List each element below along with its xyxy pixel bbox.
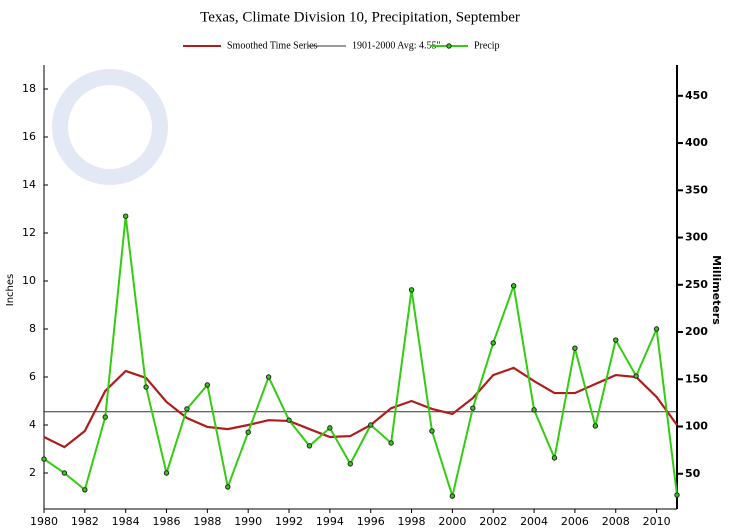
data-point <box>470 405 476 411</box>
y-tick-label: 16 <box>22 130 36 143</box>
y-tick-label: 10 <box>22 274 36 287</box>
data-point <box>306 443 313 449</box>
x-tick-label: 1988 <box>193 515 221 528</box>
y2-tick-label: 100 <box>685 420 708 433</box>
data-point <box>653 326 660 332</box>
y-tick-label: 14 <box>22 178 36 191</box>
data-point <box>449 493 456 499</box>
data-point <box>490 340 496 346</box>
x-tick-label: 2000 <box>438 515 466 528</box>
x-tick-label: 2010 <box>643 515 671 528</box>
data-point <box>204 382 211 388</box>
x-tick-label: 1996 <box>357 515 385 528</box>
data-point <box>674 492 680 498</box>
data-point <box>592 423 599 429</box>
y-tick-label: 4 <box>29 418 36 431</box>
data-point <box>41 456 47 462</box>
series-line <box>43 366 678 449</box>
x-tick-label: 2008 <box>602 515 630 528</box>
x-tick-label: 1990 <box>234 515 262 528</box>
data-point <box>551 455 558 461</box>
data-point <box>245 429 251 435</box>
data-point <box>368 422 374 428</box>
x-tick-label: 1980 <box>30 515 58 528</box>
data-point <box>388 440 394 446</box>
data-point <box>225 484 231 490</box>
x-tick-label: 1998 <box>398 515 426 528</box>
y2-tick-label: 300 <box>685 231 708 244</box>
y2-axis-label: Millimeters <box>710 255 723 325</box>
data-point <box>429 428 435 434</box>
x-tick-label: 1994 <box>316 515 344 528</box>
y2-tick-label: 200 <box>685 325 708 338</box>
data-point <box>61 470 68 476</box>
legend-marker <box>446 43 452 49</box>
data-point <box>633 373 639 379</box>
y-tick-label: 8 <box>29 322 36 335</box>
data-point <box>122 213 129 219</box>
data-point <box>408 287 415 293</box>
x-tick-label: 1986 <box>153 515 181 528</box>
data-point <box>613 337 619 343</box>
legend-label: Precip <box>474 40 500 51</box>
y2-tick-label: 150 <box>685 372 708 385</box>
y2-tick-label: 400 <box>685 136 708 149</box>
x-tick-label: 2002 <box>479 515 507 528</box>
data-point <box>286 417 292 423</box>
x-tick-label: 1984 <box>112 515 140 528</box>
data-point <box>531 407 537 413</box>
x-tick-label: 1982 <box>71 515 99 528</box>
x-tick-label: 2004 <box>520 515 548 528</box>
legend-label: 1901-2000 Avg: 4.55" <box>352 40 441 51</box>
data-point <box>347 461 353 467</box>
x-tick-label: 2006 <box>561 515 589 528</box>
data-point <box>82 487 88 493</box>
data-point <box>327 425 333 431</box>
data-point <box>510 283 517 289</box>
y-tick-label: 18 <box>22 82 36 95</box>
data-point <box>184 406 190 412</box>
data-point <box>102 414 108 420</box>
data-point <box>163 470 170 476</box>
y2-tick-label: 50 <box>685 467 701 480</box>
chart-title: Texas, Climate Division 10, Precipitatio… <box>200 9 520 25</box>
data-point <box>143 384 149 390</box>
y2-tick-label: 350 <box>685 183 708 196</box>
y-tick-label: 12 <box>22 226 36 239</box>
y-tick-label: 2 <box>29 466 36 479</box>
legend-label: Smoothed Time Series <box>227 40 318 51</box>
y-tick-label: 6 <box>29 370 36 383</box>
x-tick-label: 1992 <box>275 515 303 528</box>
logo-watermark <box>52 69 168 185</box>
y2-tick-label: 450 <box>685 89 708 102</box>
data-point <box>265 374 272 380</box>
y2-tick-label: 250 <box>685 278 708 291</box>
data-point <box>572 345 578 351</box>
y-axis-label: Inches <box>5 274 16 307</box>
series-line <box>43 216 678 500</box>
